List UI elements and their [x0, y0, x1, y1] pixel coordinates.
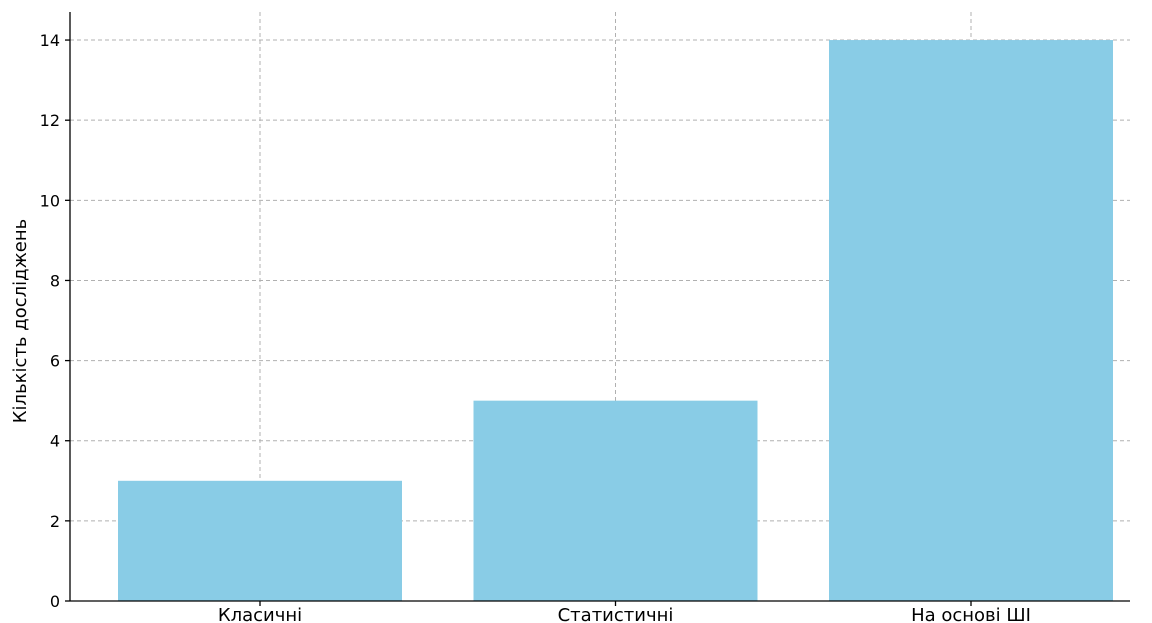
x-category-label: На основі ШІ: [911, 605, 1031, 623]
y-tick-label: 0: [50, 592, 60, 611]
bars-layer: [118, 40, 1113, 602]
bar-2: [473, 400, 758, 601]
bar-3: [829, 40, 1113, 602]
x-category-label: Статистичні: [558, 605, 674, 623]
x-category-label: Класичні: [218, 605, 302, 623]
y-axis-label: Кількість досліджень: [10, 219, 31, 423]
y-tick-label: 4: [50, 432, 60, 451]
axes-layer: [65, 12, 1130, 606]
y-tick-label: 2: [50, 512, 60, 531]
y-tick-label: 14: [40, 31, 60, 50]
y-tick-label: 6: [50, 352, 60, 371]
y-tick-label: 12: [40, 111, 60, 130]
bar-1: [118, 480, 402, 601]
y-tick-label: 8: [50, 271, 60, 290]
y-tick-label: 10: [40, 191, 60, 210]
labels-layer: 0 2 4 6 8 10 12 14 Класичні Статистичні На основі …: [40, 31, 1031, 623]
